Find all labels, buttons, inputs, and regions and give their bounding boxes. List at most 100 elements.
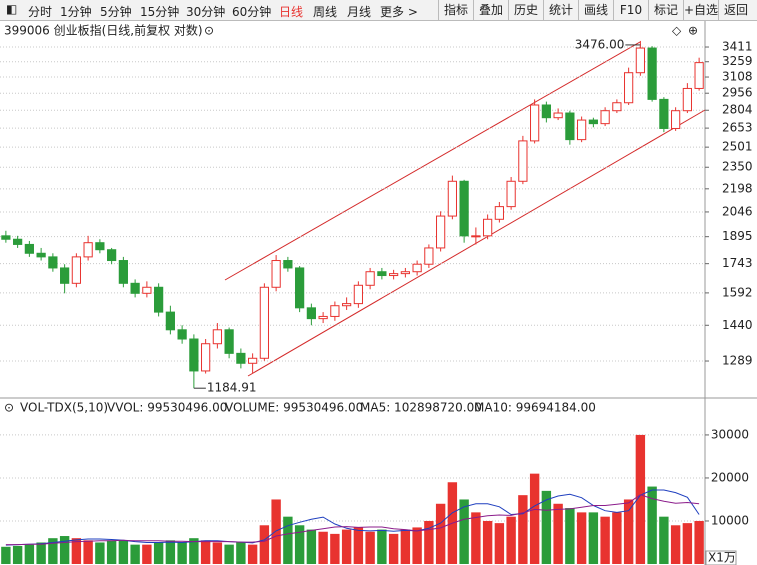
tool-button[interactable]: 画线	[578, 0, 613, 20]
volume-bar	[659, 516, 669, 564]
candle-body	[212, 329, 222, 345]
candle-body	[577, 119, 587, 141]
candle-body	[283, 260, 293, 269]
candle-body	[60, 267, 70, 284]
candle-body	[330, 305, 340, 317]
volume-bar	[200, 540, 211, 564]
volume-bar	[424, 520, 434, 564]
candle-body	[142, 286, 152, 294]
timeframe-tab[interactable]: 月线	[347, 5, 372, 19]
timeframe-tab[interactable]: 15分钟	[140, 5, 180, 19]
tool-button[interactable]: F10	[613, 0, 648, 20]
zoom-icon: ⊕	[688, 24, 698, 38]
candle-body	[447, 180, 457, 217]
volume-bar	[59, 536, 70, 564]
candle-body	[318, 315, 328, 320]
candle-body	[306, 307, 316, 320]
y-tick-label: 1895	[722, 229, 753, 243]
candle-body	[436, 215, 446, 249]
tool-button[interactable]: 返回	[718, 0, 753, 20]
y-tick-label: 1743	[722, 256, 753, 270]
candle-body	[400, 271, 410, 275]
chart: 399006 创业板指(日线,前复权 对数) ⊙ ◇ ⊕ ⊙ VOL-TDX(5…	[0, 21, 757, 565]
settings-icon: ⊙	[204, 24, 214, 38]
y-tick-label: 2956	[722, 86, 753, 100]
y-tick-label: 2350	[722, 160, 753, 174]
volume-bar	[224, 544, 234, 564]
candle-body	[424, 247, 434, 265]
volume-bar	[365, 531, 375, 564]
candle-body	[494, 206, 504, 220]
candle-body	[459, 180, 469, 237]
timeframe-tab[interactable]: 60分钟	[232, 5, 272, 19]
tool-button[interactable]: 标记	[648, 0, 683, 20]
unit-box	[705, 550, 737, 565]
volume-bar	[330, 533, 340, 564]
volume-bar	[353, 527, 364, 564]
candle-body	[694, 62, 704, 89]
panel-icon: ◧	[6, 2, 18, 16]
tool-button[interactable]: 统计	[543, 0, 578, 20]
volume-bar	[283, 516, 293, 564]
candle-body	[530, 104, 540, 142]
candle-body	[118, 260, 128, 284]
tool-button[interactable]: +自选	[683, 0, 718, 20]
candle-body	[377, 271, 387, 277]
volume-bar	[377, 529, 387, 564]
candle-body	[600, 110, 610, 125]
candle-body	[107, 249, 117, 262]
candle-body	[24, 243, 34, 254]
volume-bar	[341, 529, 352, 564]
timeframe-tab[interactable]: 5分钟	[100, 5, 132, 19]
volume-bar	[153, 542, 164, 564]
volume-bar	[694, 520, 704, 564]
y-tick-label: 1289	[722, 354, 753, 368]
y-tick-label: 10000	[711, 513, 749, 527]
candle-body	[177, 329, 187, 340]
volume-bar	[459, 499, 469, 564]
volume-bar	[412, 527, 422, 564]
volume-bar	[494, 523, 505, 564]
y-tick-label: 2046	[722, 204, 753, 218]
timeframe-tab[interactable]: 周线	[313, 5, 338, 19]
candle-body	[236, 352, 246, 364]
timeframe-tab[interactable]: 日线	[279, 5, 304, 19]
candle-body	[71, 256, 81, 284]
y-tick-label: 2653	[722, 121, 753, 135]
volume-bar	[506, 516, 516, 564]
volume-bar	[518, 495, 528, 564]
timeframe-tab[interactable]: 更多 >	[380, 5, 418, 19]
volume-bar	[118, 540, 129, 564]
volume-bar	[306, 529, 317, 564]
volume-bar	[12, 545, 23, 564]
volume-bar	[189, 538, 199, 564]
diamond-icon: ◇	[672, 24, 682, 38]
candle-body	[518, 140, 528, 182]
channel-upper	[224, 41, 641, 281]
volume-bar	[165, 540, 176, 564]
timeframe-tab[interactable]: 1分钟	[60, 5, 92, 19]
candle-body	[295, 267, 305, 309]
y-tick-label: 2501	[722, 140, 753, 154]
volume-bar	[71, 538, 82, 564]
candle-body	[201, 343, 211, 372]
volume-bar	[635, 434, 646, 564]
volume-bar	[24, 544, 35, 564]
volume-bar	[177, 542, 187, 564]
timeframe-tab[interactable]: 30分钟	[186, 5, 226, 19]
volume-bar	[36, 542, 46, 564]
timeframe-tab[interactable]: 分时	[28, 5, 53, 19]
candle-body	[130, 282, 140, 294]
volume-bar	[623, 499, 634, 564]
tool-button[interactable]: 指标	[438, 0, 473, 20]
tool-button[interactable]: 历史	[508, 0, 543, 20]
volume-bar	[271, 499, 281, 564]
candle-body	[36, 252, 46, 258]
tool-button[interactable]: 叠加	[473, 0, 508, 20]
candle-body	[95, 242, 105, 251]
volume-bar	[294, 525, 305, 564]
volume-bar	[529, 473, 540, 564]
annotation: 3476.00	[575, 37, 625, 51]
indicator-label: VOL-TDX(5,10)	[20, 401, 108, 415]
